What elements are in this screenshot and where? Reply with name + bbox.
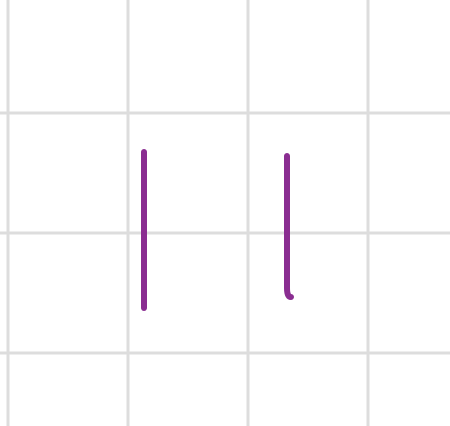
- drawn-stroke-2[interactable]: [287, 156, 291, 297]
- strokes[interactable]: [144, 152, 291, 308]
